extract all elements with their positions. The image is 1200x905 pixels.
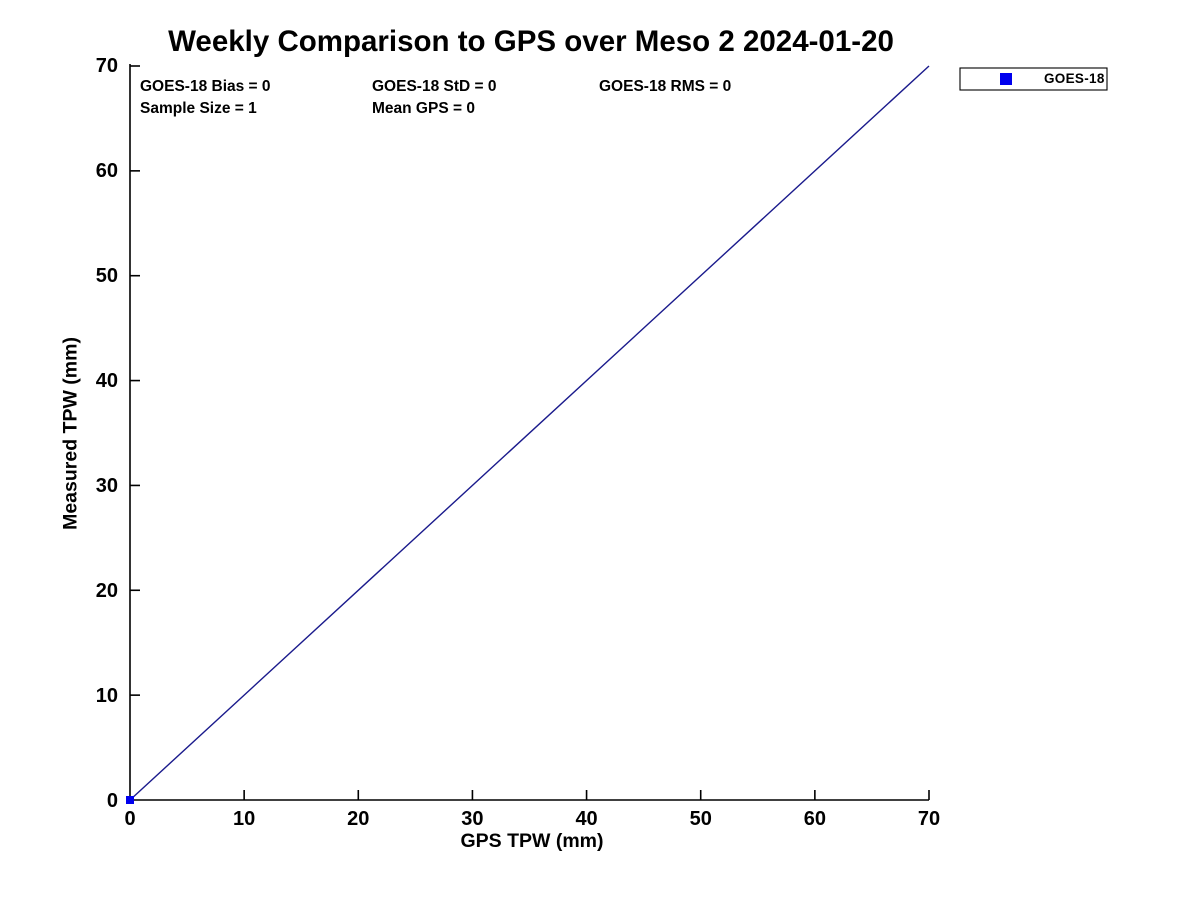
svg-text:GOES-18 StD = 0: GOES-18 StD = 0 (372, 78, 496, 95)
svg-text:10: 10 (233, 808, 255, 830)
svg-text:70: 70 (96, 55, 118, 77)
svg-text:30: 30 (96, 475, 118, 497)
svg-text:60: 60 (804, 808, 826, 830)
svg-text:50: 50 (690, 808, 712, 830)
svg-text:10: 10 (96, 685, 118, 707)
svg-text:20: 20 (347, 808, 369, 830)
svg-text:50: 50 (96, 265, 118, 287)
svg-text:40: 40 (96, 370, 118, 392)
svg-text:40: 40 (575, 808, 597, 830)
svg-text:0: 0 (107, 790, 118, 812)
svg-text:30: 30 (461, 808, 483, 830)
svg-text:0: 0 (124, 808, 135, 830)
svg-text:Sample Size = 1: Sample Size = 1 (140, 100, 257, 117)
svg-text:GOES-18: GOES-18 (1044, 71, 1105, 86)
svg-text:60: 60 (96, 160, 118, 182)
svg-text:GPS TPW (mm): GPS TPW (mm) (460, 830, 603, 852)
svg-text:Mean GPS = 0: Mean GPS = 0 (372, 100, 475, 117)
svg-text:Measured TPW (mm): Measured TPW (mm) (60, 337, 82, 530)
svg-text:GOES-18 RMS = 0: GOES-18 RMS = 0 (599, 78, 731, 95)
svg-text:GOES-18 Bias = 0: GOES-18 Bias = 0 (140, 78, 271, 95)
svg-text:70: 70 (918, 808, 940, 830)
svg-text:20: 20 (96, 580, 118, 602)
svg-text:Weekly Comparison to GPS over: Weekly Comparison to GPS over Meso 2 202… (168, 25, 894, 58)
